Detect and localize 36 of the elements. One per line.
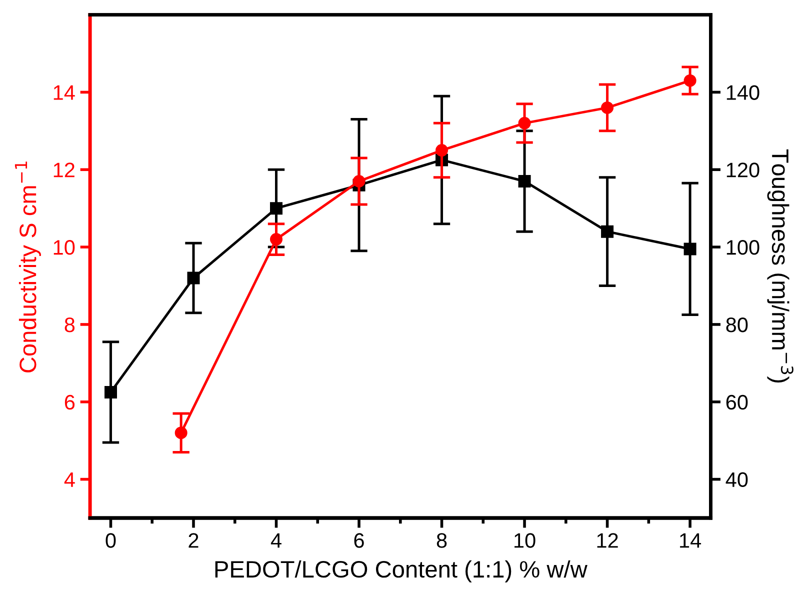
y-tick-label: 10 xyxy=(54,240,75,255)
y2-tick-label: 40 xyxy=(726,472,748,488)
x-tick-label: 0 xyxy=(106,533,116,548)
point xyxy=(518,116,531,130)
point xyxy=(174,426,188,440)
x-tick-label: 10 xyxy=(514,533,536,548)
y-tick-label: 14 xyxy=(54,85,75,100)
y2-tick-label: 60 xyxy=(726,394,748,410)
point xyxy=(270,202,283,215)
point xyxy=(352,174,366,188)
y2-tick-label: 140 xyxy=(726,85,760,100)
y-tick-label: 4 xyxy=(64,472,75,487)
point xyxy=(104,386,117,398)
point xyxy=(601,101,614,114)
y-axis-title: Conductivity S cm$^{−1}$ xyxy=(14,162,41,372)
point xyxy=(601,225,614,238)
point xyxy=(684,74,696,87)
y2-tick-label: 120 xyxy=(726,162,760,178)
point xyxy=(187,272,200,284)
x-tick-label: 6 xyxy=(354,533,364,548)
y2-axis-title: Toughness (mj/mm$^{−3}$) xyxy=(767,149,794,383)
x-tick-label: 2 xyxy=(188,533,198,548)
point xyxy=(684,242,696,256)
x-tick-label: 4 xyxy=(270,533,282,548)
y2-tick-label: 80 xyxy=(726,317,748,332)
y-tick-label: 6 xyxy=(64,394,75,410)
y-tick-label: 8 xyxy=(64,317,75,332)
point xyxy=(518,174,531,188)
x-tick-label: 14 xyxy=(680,533,702,548)
x-tick-label: 8 xyxy=(436,533,447,548)
x-axis-title: PEDOT/LCGO Content (1:1) % w/w xyxy=(215,560,588,582)
point xyxy=(270,233,283,246)
y2-tick-label: 100 xyxy=(726,240,760,255)
point xyxy=(436,144,448,157)
x-tick-label: 12 xyxy=(597,533,618,548)
y-tick-label: 12 xyxy=(54,162,74,178)
